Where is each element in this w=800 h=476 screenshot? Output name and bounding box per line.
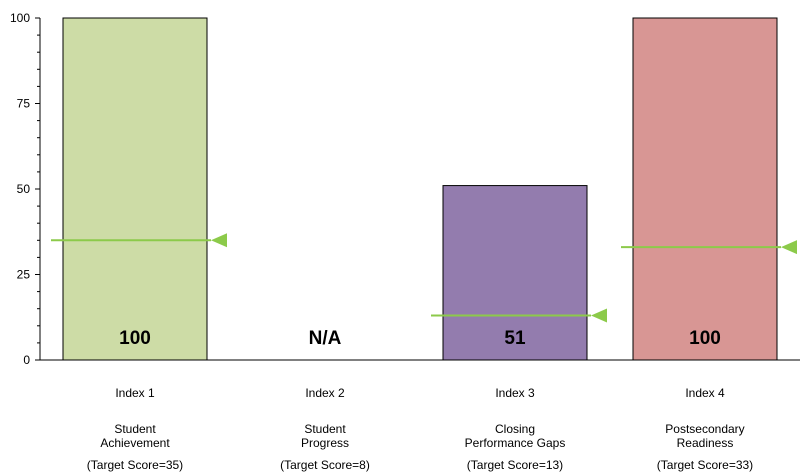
y-tick-label: 75 xyxy=(17,97,31,111)
target-marker-index-4 xyxy=(781,240,797,255)
category-name-label: Progress xyxy=(301,436,349,450)
category-index-label: Index 2 xyxy=(305,386,345,400)
y-tick-label: 25 xyxy=(17,268,31,282)
y-ticks: 0 25 50 75 100 xyxy=(10,11,40,367)
target-marker-index-1 xyxy=(211,233,227,248)
category-name-label: Postsecondary xyxy=(665,422,744,436)
value-label-index-4: 100 xyxy=(689,328,721,349)
value-label-index-3: 51 xyxy=(504,328,526,349)
category-target-label: (Target Score=33) xyxy=(657,458,753,472)
category-name-label: Readiness xyxy=(677,436,734,450)
category-index-label: Index 4 xyxy=(685,386,725,400)
category-name-label: Achievement xyxy=(100,436,170,450)
category-target-label: (Target Score=13) xyxy=(467,458,563,472)
value-label-index-1: 100 xyxy=(119,328,151,349)
value-label-index-2: N/A xyxy=(309,328,342,349)
category-target-label: (Target Score=8) xyxy=(280,458,370,472)
target-markers xyxy=(51,233,797,323)
target-marker-index-3 xyxy=(591,308,607,323)
y-tick-label: 50 xyxy=(17,182,31,196)
category-index-label: Index 1 xyxy=(115,386,155,400)
category-name-label: Student xyxy=(114,422,156,436)
y-tick-label: 0 xyxy=(23,353,30,367)
bar-index-3 xyxy=(442,185,588,361)
bars xyxy=(62,17,778,361)
bar-index-1 xyxy=(62,17,208,361)
category-target-label: (Target Score=35) xyxy=(87,458,183,472)
category-name-label: Student xyxy=(304,422,346,436)
y-tick-label: 100 xyxy=(10,11,30,25)
category-name-label: Closing xyxy=(495,422,535,436)
category-name-label: Performance Gaps xyxy=(465,436,566,450)
category-index-label: Index 3 xyxy=(495,386,535,400)
bar-index-4 xyxy=(632,17,778,361)
value-labels: 100 N/A 51 100 xyxy=(119,328,721,349)
